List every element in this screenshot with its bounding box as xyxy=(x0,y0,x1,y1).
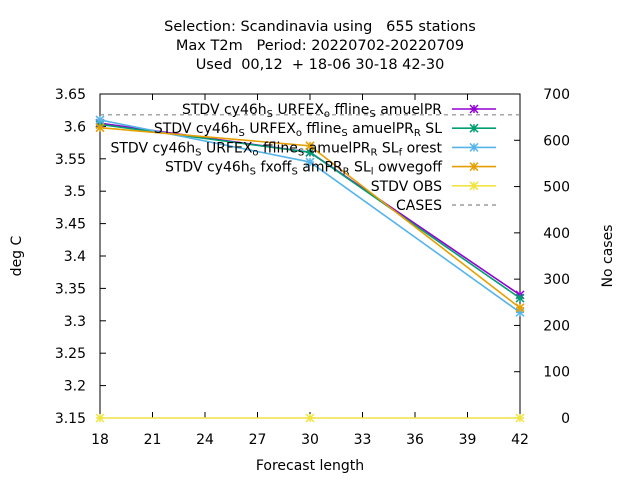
y2-tick-label: 300 xyxy=(543,272,570,288)
legend-marker-4 xyxy=(469,181,479,191)
y-tick-label: 3.6 xyxy=(64,119,86,135)
x-tick-label: 24 xyxy=(196,432,214,448)
y-tick-label: 3.55 xyxy=(55,152,86,168)
legend-marker-1 xyxy=(469,123,479,133)
legend-marker-3 xyxy=(469,162,479,172)
x-tick-label: 18 xyxy=(91,432,109,448)
legend-entry-1: STDV cy46hS URFEXo fflineS amuelPRR SL xyxy=(154,121,442,139)
y2-tick-label: 0 xyxy=(561,411,570,427)
legend-entry-5: CASES xyxy=(396,198,442,214)
y2-tick-label: 400 xyxy=(543,226,570,242)
y2-tick-label: 600 xyxy=(543,133,570,149)
series-4-point xyxy=(95,413,105,423)
series-1-point xyxy=(515,293,525,303)
x-tick-label: 42 xyxy=(511,432,529,448)
series-3-point xyxy=(95,123,105,133)
legend-entry-0: STDV cy46hS URFEXo fflineS amuelPR xyxy=(182,102,442,120)
x-tick-label: 33 xyxy=(354,432,372,448)
y-axis-label: deg C xyxy=(9,235,25,276)
y-tick-label: 3.65 xyxy=(55,87,86,103)
y2-axis-label: No cases xyxy=(600,225,616,288)
series-1-point xyxy=(305,147,315,157)
x-tick-label: 30 xyxy=(301,432,319,448)
x-tick-label: 21 xyxy=(144,432,162,448)
x-tick-label: 36 xyxy=(406,432,424,448)
y-tick-label: 3.5 xyxy=(64,184,86,200)
legend-entry-4: STDV OBS xyxy=(371,179,442,195)
legend-entry-3: STDV cy46hS fxoffS amPRR SLl owvegoff xyxy=(165,160,442,178)
y2-tick-label: 700 xyxy=(543,87,570,103)
x-axis-label: Forecast length xyxy=(256,458,364,474)
series-2-point xyxy=(305,157,315,167)
x-tick-label: 27 xyxy=(249,432,267,448)
series-4-point xyxy=(515,413,525,423)
legend-entry-2: STDV cy46hS URFEXo fflineS amuelPRR SLf … xyxy=(110,140,442,158)
chart-title-line-1: Selection: Scandinavia using 655 station… xyxy=(164,19,476,35)
legend-marker-2 xyxy=(469,142,479,152)
y-tick-label: 3.2 xyxy=(64,379,86,395)
series-4-point xyxy=(305,413,315,423)
x-tick-label: 39 xyxy=(459,432,477,448)
y-tick-label: 3.45 xyxy=(55,217,86,233)
legend-marker-0 xyxy=(469,104,479,114)
y-tick-label: 3.35 xyxy=(55,281,86,297)
y2-tick-label: 200 xyxy=(543,318,570,334)
y2-tick-label: 500 xyxy=(543,180,570,196)
series-2-point xyxy=(95,115,105,125)
y-tick-label: 3.4 xyxy=(64,249,86,265)
series-3-point xyxy=(305,141,315,151)
y2-tick-label: 100 xyxy=(543,365,570,381)
y-tick-label: 3.3 xyxy=(64,314,86,330)
series-3-point xyxy=(515,303,525,313)
y-tick-label: 3.15 xyxy=(55,411,86,427)
chart-title-line-3: Used 00,12 + 18-06 30-18 42-30 xyxy=(195,57,445,73)
chart-title-line-2: Max T2m Period: 20220702-20220709 xyxy=(175,38,465,54)
y-tick-label: 3.25 xyxy=(55,346,86,362)
